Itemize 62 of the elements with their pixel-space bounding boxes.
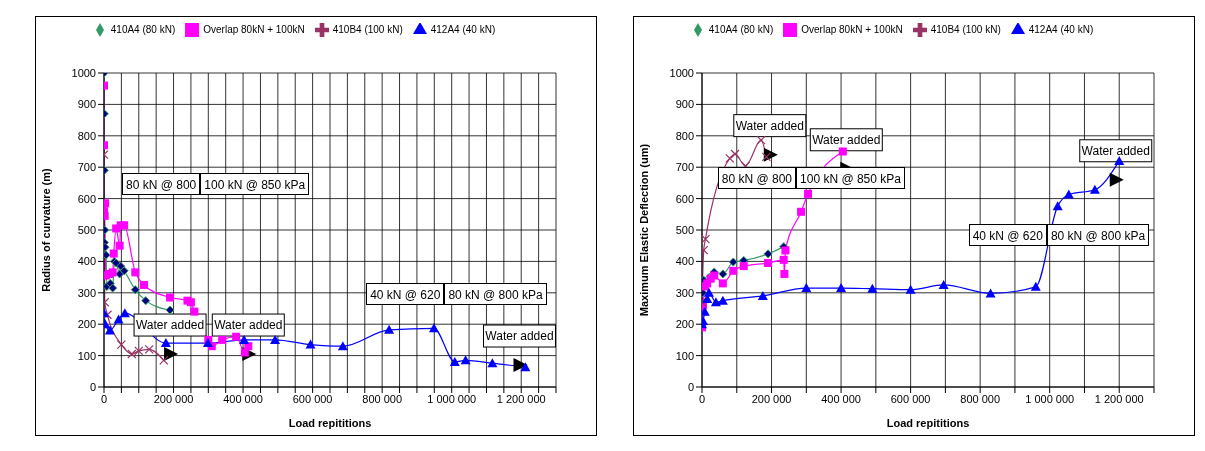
legend-label: Overlap 80kN + 100kN [801, 23, 903, 35]
y-tick-label: 900 [77, 98, 96, 111]
y-tick-label: 500 [675, 223, 694, 236]
y-tick-label: 900 [675, 98, 694, 111]
x-tick-label: 200 000 [751, 392, 792, 405]
x-tick-label: 400 000 [223, 392, 263, 405]
annotation: 80 kN @ 800 kPa [1046, 223, 1150, 246]
x-tick-label: 0 [698, 392, 706, 405]
annotation: Water added [135, 318, 205, 333]
y-tick-label: 500 [77, 223, 96, 236]
annotation: 40 kN @ 620 [968, 223, 1047, 246]
annotation: Water added [735, 118, 804, 133]
x-tick-label: 1 200 000 [1094, 392, 1144, 405]
annotation: 40 kN @ 620 [366, 283, 445, 306]
x-tick-label: 600 000 [292, 392, 333, 405]
annotation: 100 kN @ 850 kPa [200, 173, 310, 196]
y-tick-label: 200 [675, 318, 694, 331]
annotation: Water added [1081, 143, 1150, 158]
y-tick-label: 0 [89, 380, 96, 393]
y-axis-title: Radius of curvature (m) [39, 167, 52, 292]
x-tick-label: 1 000 000 [1025, 392, 1075, 405]
annotation: Water added [485, 329, 554, 344]
annotation: 100 kN @ 850 kPa [796, 167, 905, 190]
y-tick-label: 300 [675, 286, 694, 299]
legend-label: 410B4 (100 kN) [332, 23, 403, 35]
annotation: Water added [812, 132, 881, 147]
x-tick-label: 200 000 [153, 392, 194, 405]
y-tick-label: 100 [675, 349, 694, 362]
y-axis-title: Maximum Elastic Deflection (um) [637, 143, 650, 317]
annotation: 80 kN @ 800 [122, 173, 201, 196]
y-tick-label: 400 [675, 255, 694, 268]
x-tick-label: 800 000 [960, 392, 1001, 405]
y-tick-label: 100 [77, 349, 96, 362]
legend-label: Overlap 80kN + 100kN [203, 23, 305, 35]
y-tick-label: 700 [77, 161, 96, 174]
annotation: 80 kN @ 800 kPa [444, 283, 547, 306]
x-axis-title: Load repititions [886, 417, 970, 429]
y-tick-label: 400 [77, 255, 96, 268]
x-tick-label: 600 000 [890, 392, 931, 405]
y-tick-label: 600 [77, 192, 96, 205]
legend-label: 412A4 (40 kN) [1028, 23, 1094, 35]
x-tick-label: 1 200 000 [496, 392, 546, 405]
x-tick-label: 800 000 [362, 392, 403, 405]
legend-label: 412A4 (40 kN) [430, 23, 496, 35]
y-tick-label: 200 [77, 318, 96, 331]
y-tick-label: 800 [675, 129, 694, 142]
y-tick-label: 800 [77, 129, 96, 142]
x-axis-title: Load repititions [288, 417, 372, 429]
legend-label: 410A4 (80 kN) [708, 23, 774, 35]
y-tick-label: 700 [675, 161, 694, 174]
y-tick-label: 600 [675, 192, 694, 205]
y-tick-label: 1000 [71, 66, 96, 79]
legend-label: 410B4 (100 kN) [930, 23, 1001, 35]
y-tick-label: 300 [77, 286, 96, 299]
x-tick-label: 400 000 [821, 392, 861, 405]
y-tick-label: 0 [687, 380, 694, 393]
y-tick-label: 1000 [669, 66, 694, 79]
x-tick-label: 0 [100, 392, 108, 405]
x-tick-label: 1 000 000 [427, 392, 477, 405]
annotation: 80 kN @ 800 [717, 167, 797, 190]
legend-label: 410A4 (80 kN) [110, 23, 176, 35]
annotation: Water added [214, 318, 283, 333]
